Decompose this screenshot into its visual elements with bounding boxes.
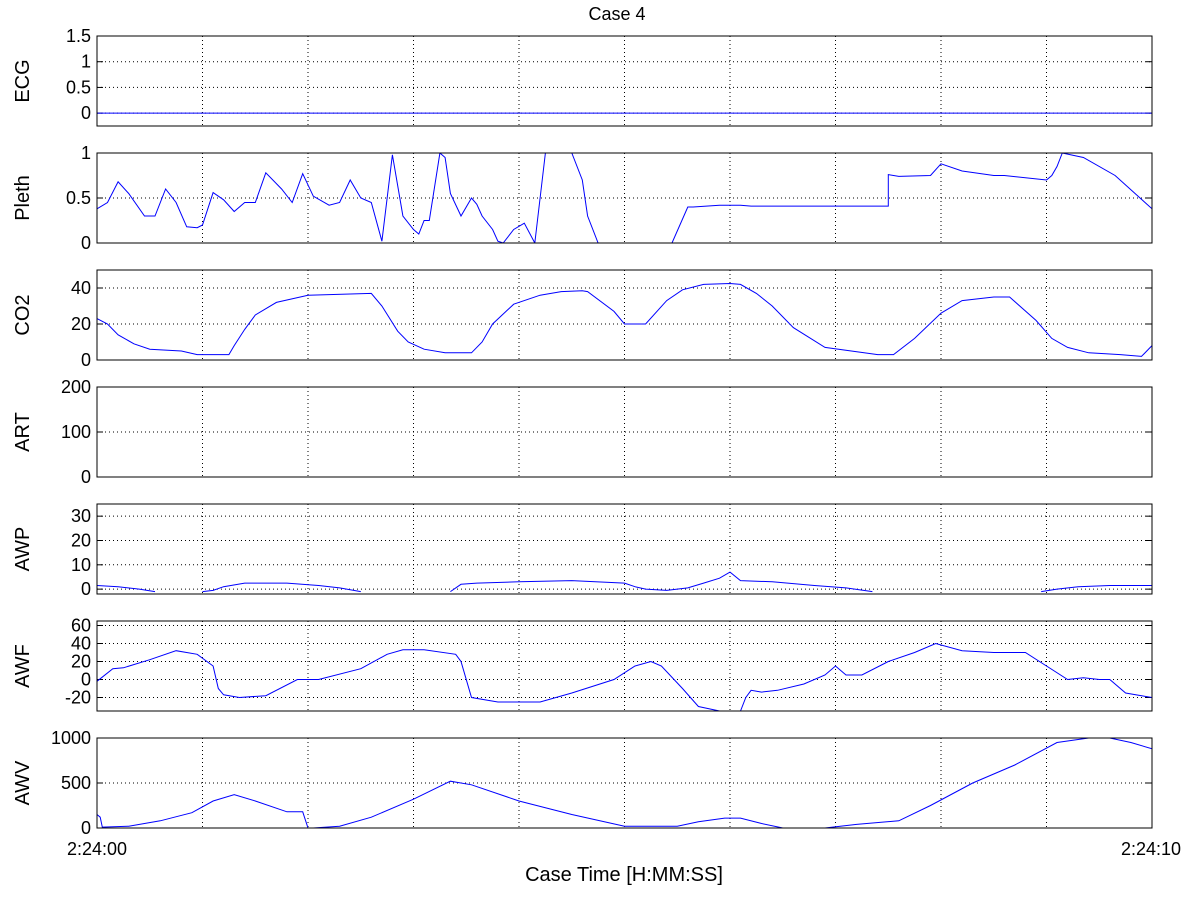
y-tick-label: 40: [71, 278, 91, 298]
y-tick-label: 20: [71, 530, 91, 550]
panel-awp: 0 10 20 30 AWP: [12, 503, 1153, 599]
y-tick-label: 0: [81, 818, 91, 838]
y-axis-label-ecg: ECG: [12, 59, 34, 102]
y-tick-label: 0: [81, 670, 91, 690]
series-line-awp: [1041, 585, 1152, 593]
series-line-awv: [824, 738, 1152, 828]
y-tick-label: 500: [61, 773, 91, 793]
panels: 00.511.5ECG00.51Pleth02040CO20100200ART0…: [12, 26, 1153, 838]
panel-art: 0 100 200 ART: [12, 377, 1153, 487]
series-line-awp: [450, 571, 873, 593]
y-tick-label: 0: [81, 103, 91, 123]
y-axis-label-art: ART: [12, 412, 34, 452]
y-tick-label: 0: [81, 350, 91, 370]
y-tick-label: 1.5: [66, 26, 91, 46]
y-tick-label: 1000: [51, 728, 91, 748]
y-tick-label: 1: [81, 143, 91, 163]
series-line-awf: [97, 642, 1152, 711]
y-tick-label: 0.5: [66, 188, 91, 208]
y-tick-label: 10: [71, 555, 91, 575]
series-line-awp: [97, 585, 156, 593]
y-tick-label: 30: [71, 506, 91, 526]
series-line-awv: [97, 780, 825, 828]
axes-frame-awp: [96, 503, 1153, 595]
y-axis-label-awv: AWV: [12, 760, 34, 805]
y-axis-label-awp: AWP: [12, 527, 34, 572]
y-tick-label: 20: [71, 652, 91, 672]
axes-frame-awv: [96, 737, 1153, 829]
y-tick-label: 0: [81, 579, 91, 599]
y-tick-label: -20: [65, 688, 91, 708]
axes-frame-co2: [96, 269, 1153, 361]
y-tick-label: 0: [81, 233, 91, 253]
panel-co2: 0 20 40 CO2: [12, 269, 1153, 370]
axes-frame-pleth: [96, 152, 1153, 244]
axes-frame-awf: [96, 620, 1153, 712]
y-tick-label: 100: [61, 422, 91, 442]
series-line-co2: [97, 282, 1152, 357]
panel-pleth: 0 0.5 1 Pleth: [12, 143, 1153, 253]
x-tick-label-end: 2:24:10: [1121, 839, 1181, 859]
figure-title: Case 4: [588, 4, 645, 24]
axes-frame-art: [96, 386, 1153, 478]
x-axis-label: Case Time [H:MM:SS]: [525, 864, 723, 886]
series-line-awp: [202, 582, 361, 593]
panel-ecg: 0 0.5 1 1.5 ECG: [12, 26, 1153, 127]
y-tick-label: 20: [71, 314, 91, 334]
axes-frame-ecg: [96, 35, 1153, 127]
y-tick-label: 40: [71, 634, 91, 654]
y-axis-label-co2: CO2: [12, 294, 34, 335]
y-axis-label-awf: AWF: [12, 644, 34, 688]
y-tick-label: 1: [81, 52, 91, 72]
y-tick-label: 200: [61, 377, 91, 397]
y-tick-label: 0: [81, 467, 91, 487]
y-tick-label: 0.5: [66, 77, 91, 97]
y-axis-label-pleth: Pleth: [12, 175, 34, 221]
series-line-pleth: [97, 153, 1152, 243]
y-tick-label: 60: [71, 616, 91, 636]
x-tick-label-start: 2:24:00: [67, 839, 127, 859]
panel-awv: 0 500 1000 AWV: [12, 728, 1153, 838]
